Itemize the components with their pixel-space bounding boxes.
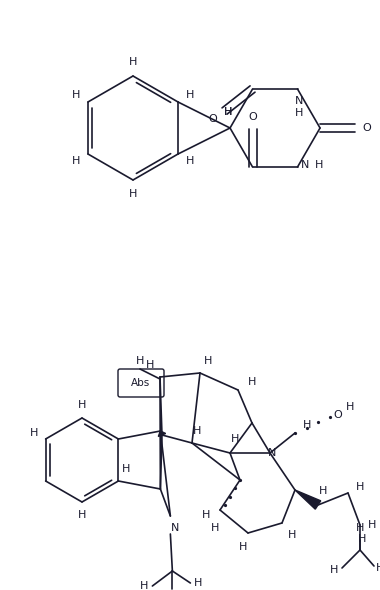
Text: O: O — [208, 114, 217, 124]
Text: N: N — [301, 160, 310, 170]
Text: H: H — [78, 510, 86, 520]
FancyBboxPatch shape — [118, 369, 164, 397]
Polygon shape — [158, 431, 166, 437]
Text: H: H — [330, 565, 338, 575]
Text: H: H — [122, 464, 131, 474]
Text: H: H — [186, 156, 194, 166]
Text: H: H — [224, 107, 232, 117]
Text: H: H — [129, 189, 137, 199]
Text: H: H — [140, 581, 149, 590]
Text: Abs: Abs — [131, 378, 150, 388]
Text: N: N — [171, 523, 180, 533]
Text: H: H — [224, 107, 232, 117]
Text: O: O — [334, 410, 342, 420]
Text: H: H — [231, 434, 239, 444]
Text: H: H — [30, 428, 38, 438]
Text: H: H — [186, 90, 194, 100]
Text: H: H — [295, 108, 304, 118]
Text: H: H — [319, 486, 327, 496]
Text: H: H — [129, 57, 137, 67]
Text: H: H — [202, 510, 210, 520]
Text: H: H — [239, 542, 247, 552]
Text: H: H — [376, 563, 380, 573]
Text: H: H — [146, 360, 154, 370]
Text: H: H — [346, 402, 354, 412]
Text: H: H — [136, 356, 144, 366]
Text: N: N — [268, 448, 276, 458]
Polygon shape — [295, 490, 321, 509]
Text: O: O — [363, 123, 371, 133]
Text: H: H — [193, 426, 201, 436]
Text: H: H — [356, 523, 364, 533]
Text: H: H — [358, 534, 366, 544]
Text: H: H — [72, 156, 80, 166]
Text: H: H — [211, 523, 219, 533]
Text: H: H — [78, 400, 86, 410]
Text: H: H — [303, 420, 311, 430]
Text: O: O — [248, 112, 257, 122]
Text: H: H — [368, 520, 376, 530]
Text: H: H — [356, 482, 364, 492]
Text: H: H — [72, 90, 80, 100]
Text: H: H — [204, 356, 212, 366]
Text: H: H — [315, 160, 324, 170]
Text: H: H — [194, 578, 203, 588]
Text: H: H — [288, 530, 296, 540]
Text: N: N — [295, 96, 304, 106]
Text: H: H — [248, 377, 256, 387]
